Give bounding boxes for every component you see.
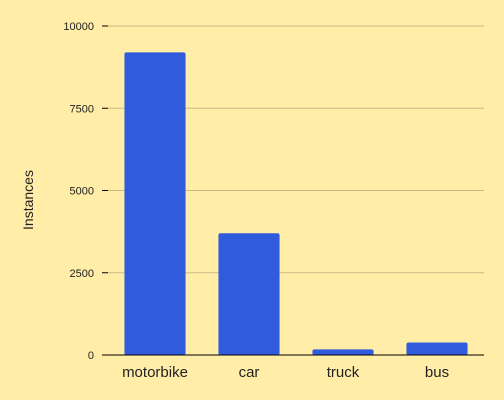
y-tick-label: 7500 [70, 103, 94, 115]
y-tick-label: 10000 [63, 21, 94, 33]
y-tick-label: 5000 [70, 186, 94, 198]
x-tick-label: motorbike [122, 364, 188, 381]
x-tick-labels: motorbike car truck bus [122, 364, 449, 381]
x-tick-label: bus [425, 364, 449, 381]
bar-truck [312, 349, 374, 355]
bars [124, 52, 468, 355]
y-tick-labels: 0 2500 5000 7500 10000 [63, 21, 94, 362]
y-tick-label: 2500 [70, 268, 94, 280]
x-tick-label: car [239, 364, 260, 381]
y-axis-title: Instances [20, 170, 36, 230]
bar-bus [406, 342, 468, 355]
axes [102, 25, 484, 356]
bar-motorbike [124, 52, 186, 355]
bar-car [218, 233, 280, 355]
y-tick-label: 0 [88, 350, 94, 362]
x-tick-label: truck [327, 364, 360, 381]
